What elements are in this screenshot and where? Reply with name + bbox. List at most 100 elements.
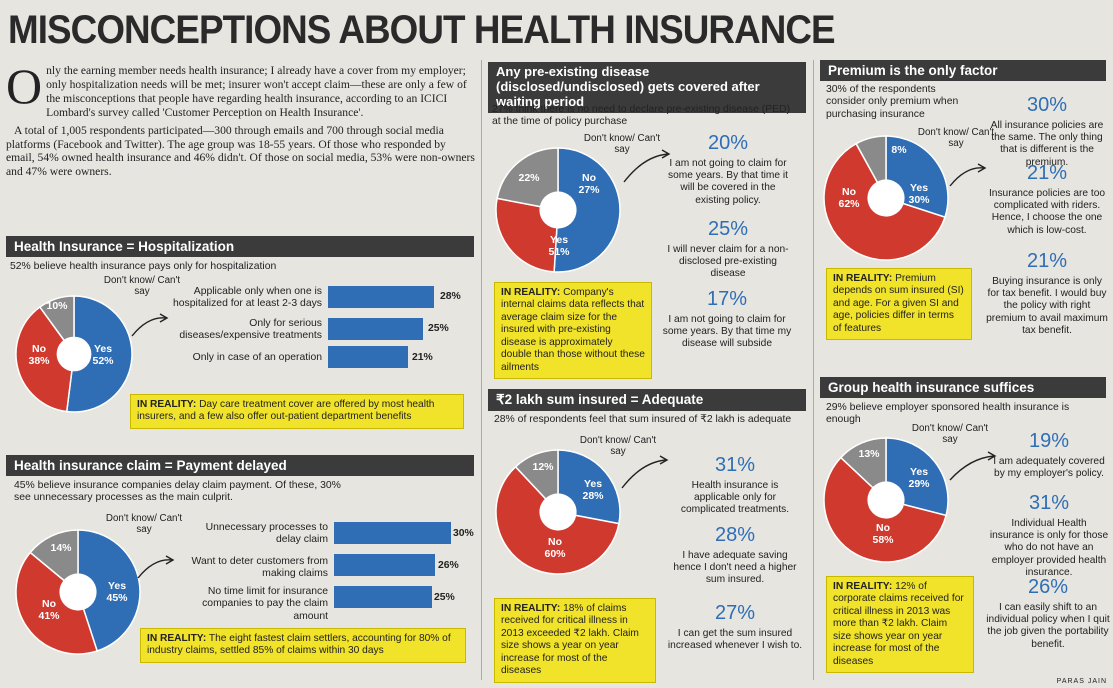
s1-bar xyxy=(328,346,408,368)
s4-stat-pct: 31% xyxy=(714,454,756,476)
pie-slice-no xyxy=(15,306,75,413)
s5-pie-chart xyxy=(823,135,949,261)
s6-reality-box: IN REALITY: 12% of corporate claims rece… xyxy=(826,576,974,674)
s2-bar-value: 30% xyxy=(453,528,474,539)
s6-pointer-arrow xyxy=(949,451,997,481)
s1-bar-label: Only in case of an operation xyxy=(192,352,322,363)
s5-no-pct: 62% xyxy=(838,198,860,211)
s4-stat-desc: Health insurance is applicable only for … xyxy=(680,480,790,516)
s3-pointer-arrow xyxy=(623,149,671,183)
pie-center-hole xyxy=(539,493,577,531)
column-divider xyxy=(481,60,482,680)
column-divider xyxy=(813,60,814,680)
s5-stat-desc: Insurance policies are too complicated w… xyxy=(988,188,1106,236)
s1-bar-value: 28% xyxy=(440,291,461,302)
s5-yes-pct: 30% xyxy=(908,194,930,207)
s2-yes-label: Yes xyxy=(107,580,127,592)
s6-stat-desc: Individual Health insurance is only for … xyxy=(989,518,1109,578)
intro-paragraph-2: A total of 1,005 respondents participate… xyxy=(6,123,475,179)
s6-no-label: No xyxy=(876,522,890,534)
s6-no-pct: 58% xyxy=(872,534,894,547)
s2-bar-value: 26% xyxy=(438,560,459,571)
s5-stat-desc: All insurance policies are the same. The… xyxy=(990,120,1104,168)
s1-reality-box: IN REALITY: Day care treatment cover are… xyxy=(130,394,464,429)
s4-no-pct: 60% xyxy=(544,548,566,561)
s5-dontknow-label: Don't know/ Can't say xyxy=(917,127,995,149)
s1-dontknow-label: Don't know/ Can't say xyxy=(103,275,181,297)
s3-dontknow-pct: 22% xyxy=(518,172,540,184)
s6-stat-desc: I can easily shift to an individual poli… xyxy=(986,602,1110,650)
s1-bar xyxy=(328,286,435,308)
s6-stat-pct: 19% xyxy=(1028,430,1070,452)
s3-stat-pct: 25% xyxy=(707,218,749,240)
s2-bar-value: 25% xyxy=(434,592,455,603)
s5-stat-pct: 30% xyxy=(1026,94,1068,116)
s3-no-label: No xyxy=(582,172,596,184)
s2-reality-text: The eight fastest claim settlers, accoun… xyxy=(147,633,451,657)
s4-dontknow-pct: 12% xyxy=(532,461,554,473)
s1-bar-value: 25% xyxy=(428,323,449,334)
s3-yes-label: Yes xyxy=(549,234,569,246)
s6-stat-pct: 26% xyxy=(1027,576,1069,598)
s2-bar xyxy=(334,586,432,608)
s4-no-label: No xyxy=(548,536,562,548)
s1-bar-label: Applicable only when one is hospitalized… xyxy=(172,286,322,310)
s2-yes-pct: 45% xyxy=(106,592,128,605)
pie-slice-dontknow xyxy=(514,449,559,514)
s4-pie-chart xyxy=(495,449,621,575)
s4-subtitle: 28% of respondents feel that sum insured… xyxy=(494,414,792,425)
s4-reality-tag: IN REALITY: xyxy=(501,603,561,614)
s5-header: Premium is the only factor xyxy=(820,60,1106,81)
s6-subtitle: 29% believe employer sponsored health in… xyxy=(826,402,1070,426)
s6-yes-label: Yes xyxy=(909,466,929,478)
artist-credit: PARAS JAIN xyxy=(1056,678,1107,685)
s4-dontknow-label: Don't know/ Can't say xyxy=(579,435,657,457)
s6-reality-tag: IN REALITY: xyxy=(833,581,893,592)
s4-reality-box: IN REALITY: 18% of claims received for c… xyxy=(494,598,656,683)
s6-dontknow-label: Don't know/ Can't say xyxy=(911,423,989,445)
s5-dontknow-pct: 8% xyxy=(891,144,907,156)
s2-dontknow-pct: 14% xyxy=(50,542,72,554)
pie-center-hole xyxy=(867,179,905,217)
s2-no-label: No xyxy=(42,598,56,610)
pie-slice-dontknow xyxy=(839,437,887,502)
s1-subtitle: 52% believe health insurance pays only f… xyxy=(10,261,277,272)
s3-header: Any pre-existing disease (disclosed/undi… xyxy=(488,62,806,113)
s1-pie-chart xyxy=(15,295,133,413)
s2-header: Health insurance claim = Payment delayed xyxy=(6,455,474,476)
s2-reality-tag: IN REALITY: xyxy=(147,633,207,644)
s3-stat-desc: I will never claim for a non-disclosed p… xyxy=(667,244,789,280)
s6-stat-desc: I am adequately covered by my employer's… xyxy=(993,456,1105,480)
s2-pie-chart xyxy=(15,529,141,655)
s1-header: Health Insurance = Hospitalization xyxy=(6,236,474,257)
s3-stat-pct: 17% xyxy=(706,288,748,310)
pie-center-hole xyxy=(539,191,577,229)
s4-stat-desc: I can get the sum insured increased when… xyxy=(667,628,803,652)
s1-no-label: No xyxy=(32,343,46,355)
s6-pie-chart xyxy=(823,437,949,563)
s3-stat-desc: I am not going to claim for some years. … xyxy=(667,158,789,206)
s4-stat-pct: 27% xyxy=(714,602,756,624)
s5-reality-tag: IN REALITY: xyxy=(833,273,893,284)
s5-pointer-arrow xyxy=(949,163,987,187)
pie-slice-dontknow xyxy=(496,147,559,211)
s2-bar-label: Unnecessary processes to delay claim xyxy=(205,522,328,546)
s3-reality-tag: IN REALITY: xyxy=(501,287,561,298)
s4-reality-text: 18% of claims received for critical illn… xyxy=(501,603,639,677)
pie-slice-dontknow xyxy=(29,529,79,594)
pie-slice-no xyxy=(15,551,99,655)
s3-stat-pct: 20% xyxy=(707,132,749,154)
s2-bar xyxy=(334,554,436,576)
s3-stat-desc: I am not going to claim for some years. … xyxy=(662,314,792,350)
s1-reality-tag: IN REALITY: xyxy=(137,399,197,410)
s1-yes-pct: 52% xyxy=(92,355,114,368)
s1-bar xyxy=(328,318,423,340)
s1-dontknow-pct: 10% xyxy=(46,300,68,312)
s1-pointer-arrow xyxy=(131,313,169,337)
s6-stat-pct: 31% xyxy=(1028,492,1070,514)
s1-bar-value: 21% xyxy=(412,352,433,363)
s3-reality-text: Company's internal claims data reflects … xyxy=(501,287,645,373)
pie-slice-yes xyxy=(77,529,141,652)
s2-bar-label: No time limit for insurance companies to… xyxy=(202,586,328,622)
